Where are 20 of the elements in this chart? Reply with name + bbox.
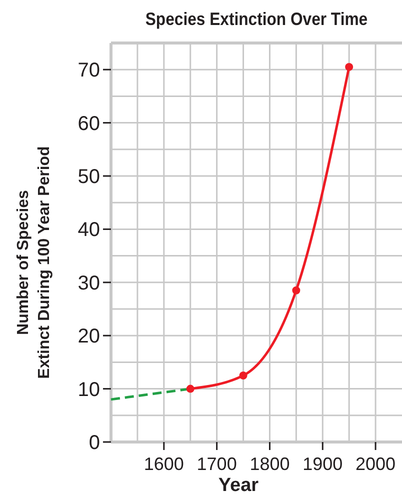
y-tick-label: 60 [78,112,100,135]
x-axis-title: Year [218,475,260,495]
y-tick-label: 10 [78,378,100,401]
x-tick-label: 1700 [196,454,237,474]
point [239,372,248,380]
x-tick-label: 1900 [302,454,343,474]
y-tick-label: 0 [88,432,100,454]
x-tick-label: 1600 [144,454,184,474]
point [186,384,194,393]
y-tick-label: 70 [78,60,100,82]
point [345,62,354,71]
y-axis-title: Number of Species Extinct During 100 Year Period [15,146,53,379]
chart-title: Species Extinction Over Time [145,9,368,30]
x-tick-label: 2000 [356,454,396,474]
x-tick-label: 1800 [250,454,290,474]
y-tick-label: 30 [78,272,100,294]
y-tick-label: 50 [78,166,100,188]
y-tick-label: 40 [78,219,100,242]
point [292,286,300,294]
y-tick-label: 20 [78,326,100,348]
